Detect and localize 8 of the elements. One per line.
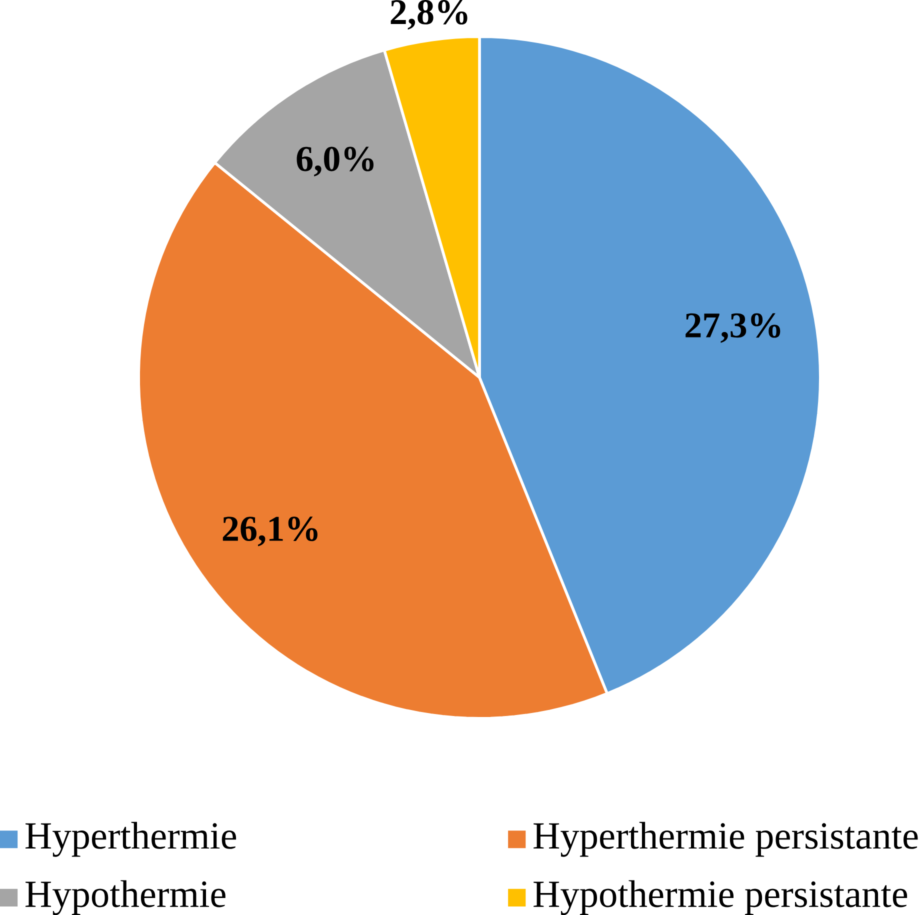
data-label: 6,0% bbox=[296, 146, 374, 176]
data-label: 27,3% bbox=[686, 313, 780, 343]
legend-label: Hypothermie persistante bbox=[534, 880, 908, 915]
legend-label: Hyperthermie bbox=[26, 822, 236, 857]
legend-label: Hypothermie bbox=[26, 880, 226, 915]
data-label: 26,1% bbox=[222, 516, 318, 546]
data-label: 2,8% bbox=[390, 0, 468, 30]
legend-label: Hyperthermie persistante bbox=[534, 822, 918, 857]
